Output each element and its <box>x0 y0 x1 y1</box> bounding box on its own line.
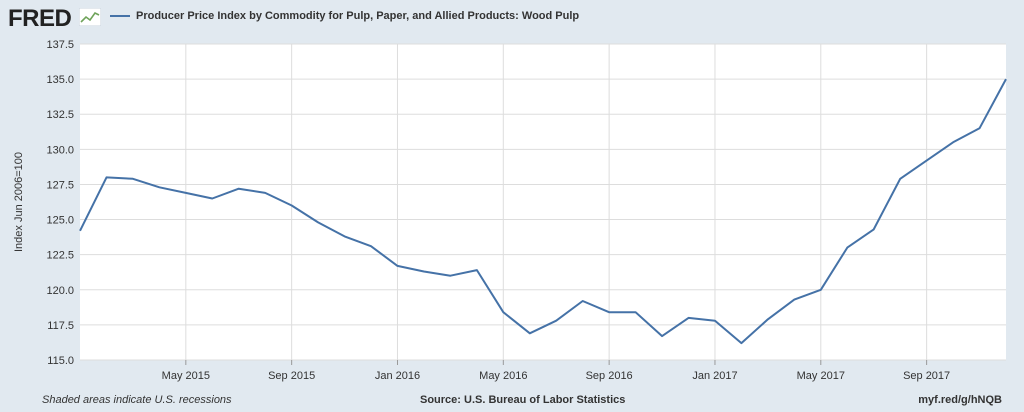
series-line <box>79 78 1007 345</box>
y-tick-label: 137.5 <box>46 39 74 51</box>
y-axis-label: Index Jun 2006=100 <box>13 152 25 252</box>
y-tick-label: 117.5 <box>47 320 74 332</box>
recessions-note: Shaded areas indicate U.S. recessions <box>42 394 232 406</box>
chart-footer: Shaded areas indicate U.S. recessions So… <box>0 390 1024 412</box>
y-axis-ticks: 115.0 117.5 120.0 122.5 125.0 127.5 130.0 132.5… <box>46 39 74 367</box>
x-tick-label: Sep 2015 <box>268 370 315 382</box>
y-tick-label: 120.0 <box>46 285 74 297</box>
legend-label: Producer Price Index by Commodity for Pu… <box>136 10 580 22</box>
x-tick-label: Jan 2016 <box>375 370 420 382</box>
x-tick-label: Jan 2017 <box>692 370 737 382</box>
x-tick-label: Sep 2016 <box>586 370 633 382</box>
x-tick-label: May 2015 <box>162 370 210 382</box>
y-tick-label: 132.5 <box>46 109 74 121</box>
legend-swatch <box>110 15 130 17</box>
fred-logo: FRED <box>8 5 72 32</box>
x-tick-label: May 2017 <box>797 370 845 382</box>
y-tick-label: 122.5 <box>46 250 74 262</box>
chart-legend: Producer Price Index by Commodity for Pu… <box>110 10 579 22</box>
fred-logo-graph-icon <box>79 8 101 26</box>
grid-lines <box>80 43 1006 361</box>
y-tick-label: 135.0 <box>46 74 74 86</box>
y-tick-label: 115.0 <box>47 355 74 367</box>
x-tick-label: Sep 2017 <box>903 370 950 382</box>
source-note: Source: U.S. Bureau of Labor Statistics <box>420 394 626 406</box>
share-link[interactable]: myf.red/g/hNQB <box>918 394 1002 406</box>
x-axis-ticks: May 2015 Sep 2015 Jan 2016 May 2016 Sep 2016… <box>162 360 950 382</box>
y-tick-label: 125.0 <box>46 215 74 227</box>
x-tick-label: May 2016 <box>479 370 527 382</box>
chart-series <box>79 78 1007 345</box>
y-tick-label: 127.5 <box>46 179 74 191</box>
chart-header: FRED Producer Price Index by Commodity f… <box>0 0 1024 36</box>
plot-area <box>80 44 1006 360</box>
y-tick-label: 130.0 <box>46 144 74 156</box>
